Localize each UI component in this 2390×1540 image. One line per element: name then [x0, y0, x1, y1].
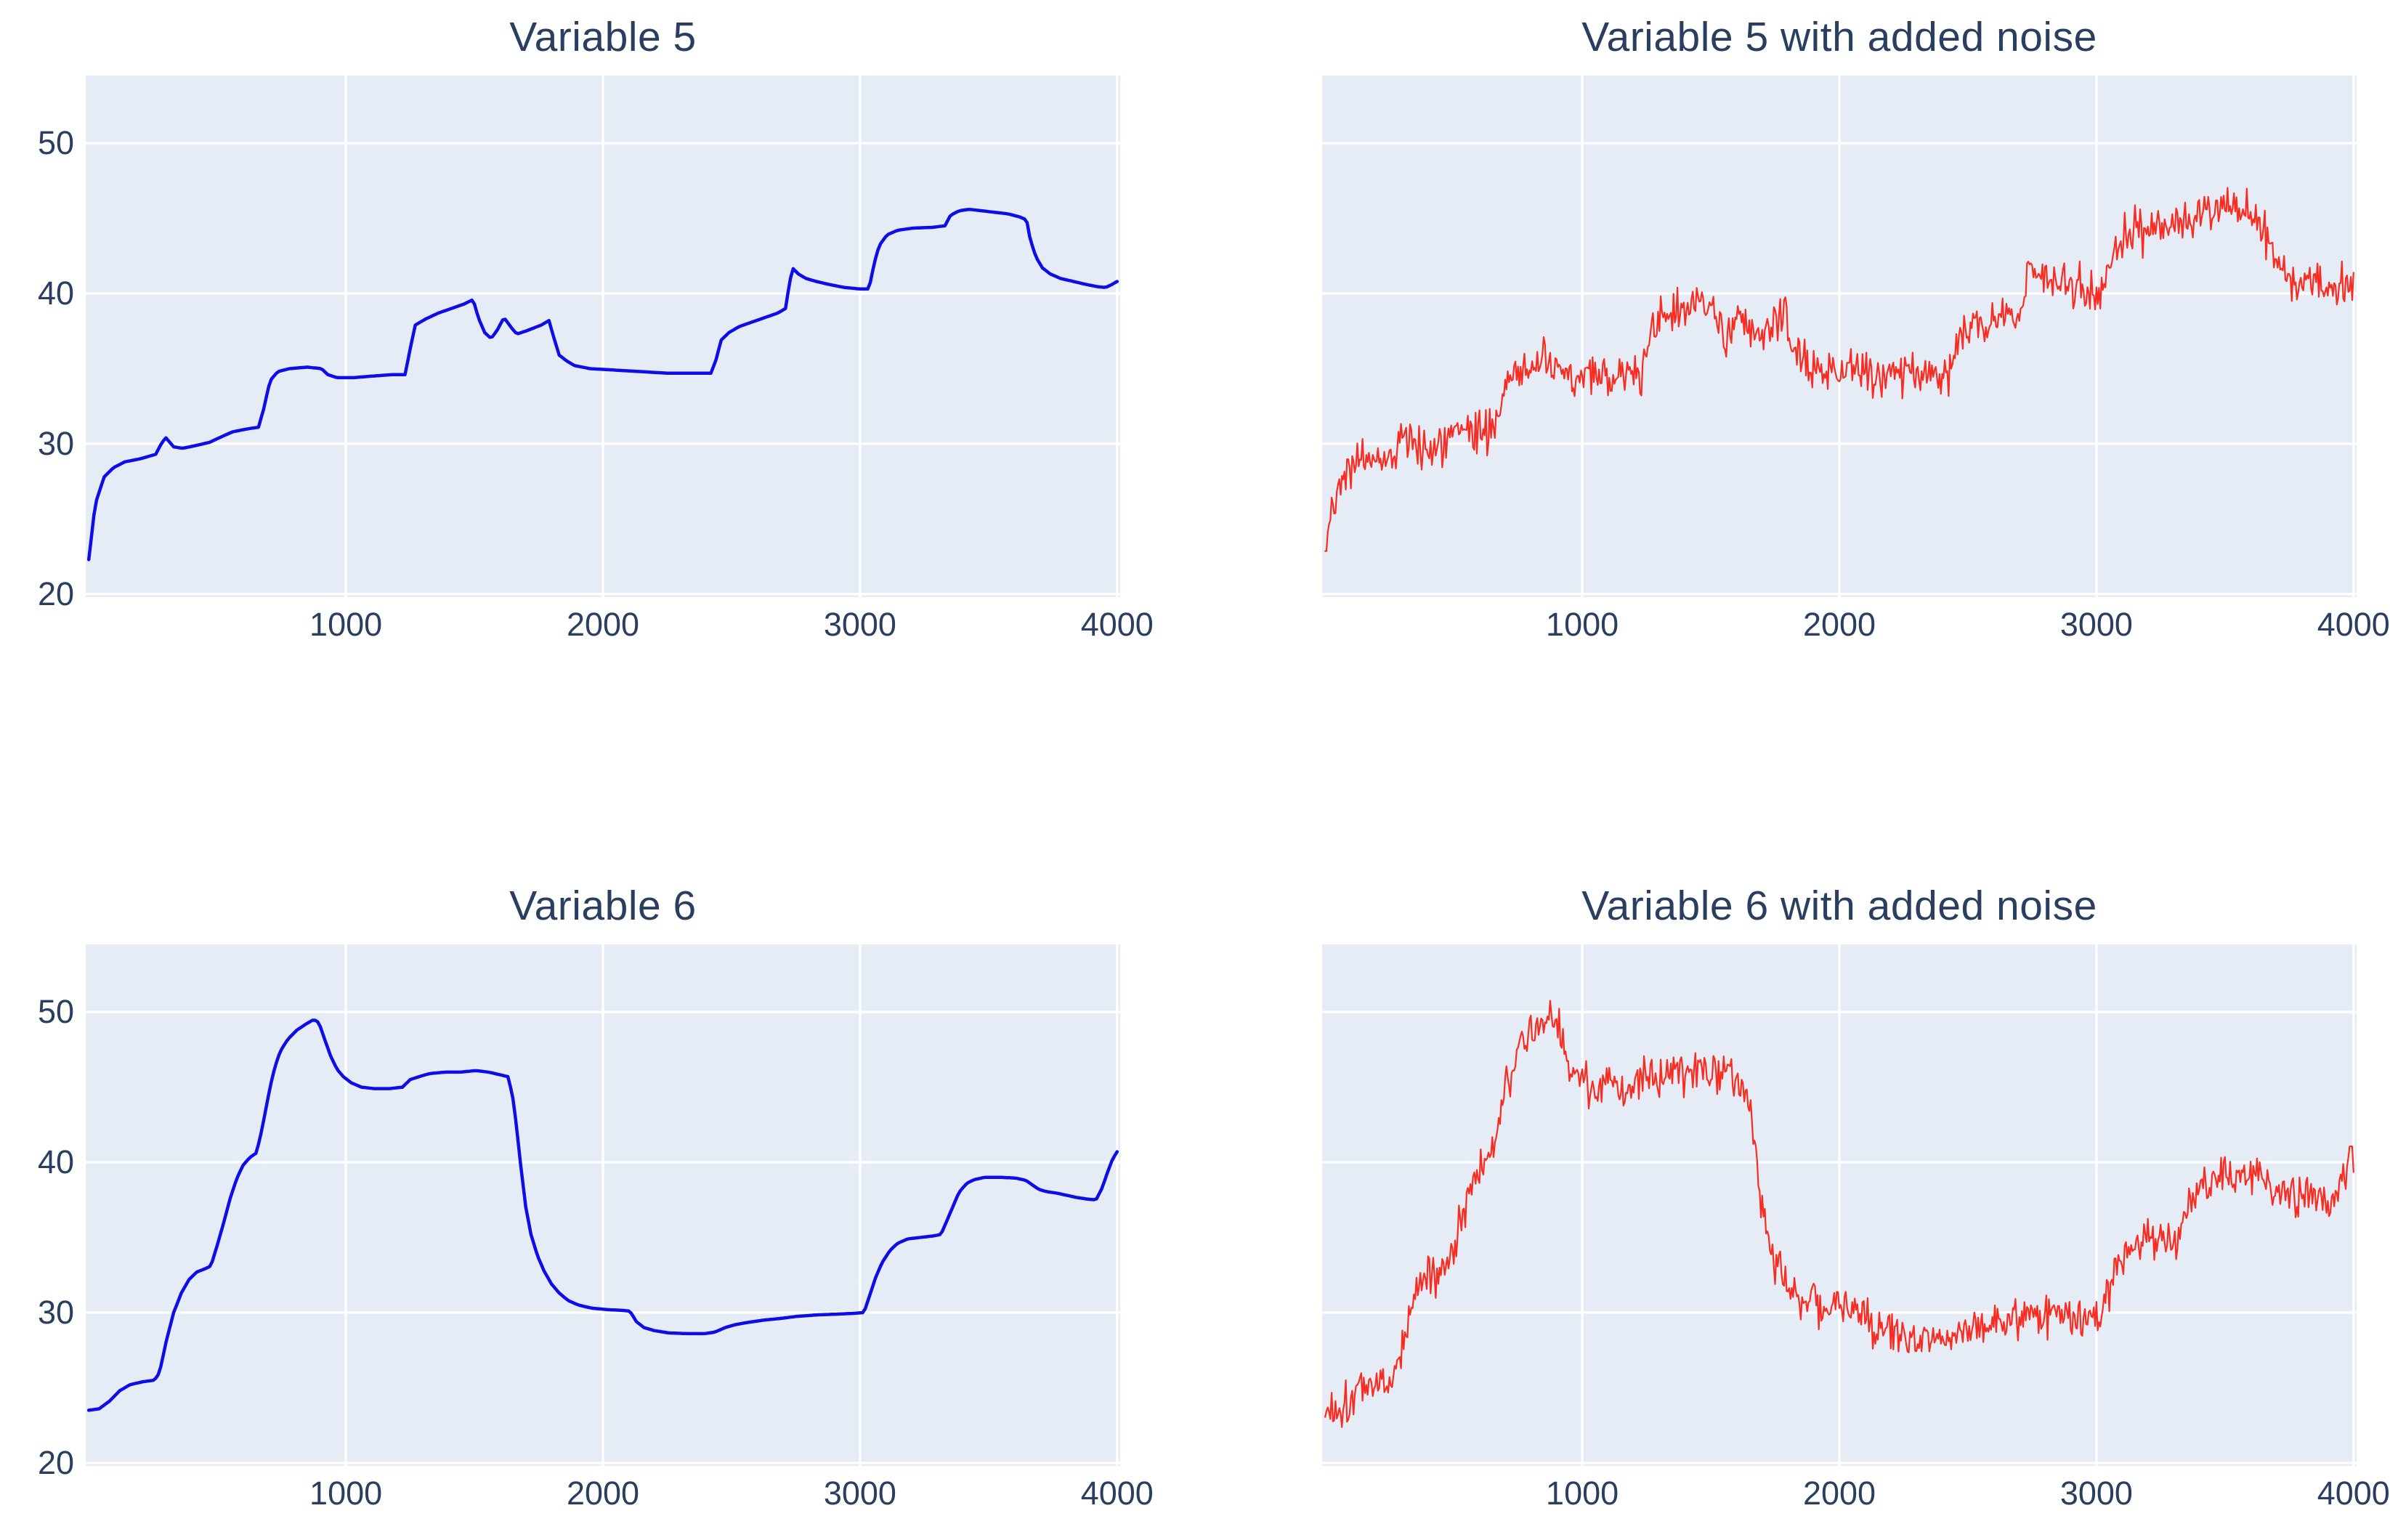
x-tick-label: 3000	[823, 1475, 896, 1512]
y-tick-label: 30	[37, 424, 74, 462]
y-tick-label: 40	[37, 1143, 74, 1181]
chart-title: Variable 6 with added noise	[1581, 883, 2097, 929]
x-tick-label: 2000	[566, 1475, 640, 1512]
x-tick-label: 3000	[823, 606, 896, 643]
line-plot[interactable]	[86, 944, 1120, 1466]
x-tick-label: 1000	[1546, 1475, 1619, 1512]
x-tick-label: 4000	[2317, 606, 2390, 643]
x-tick-label: 4000	[1080, 1475, 1154, 1512]
x-tick-label: 1000	[309, 606, 383, 643]
line-plot[interactable]	[1322, 944, 2357, 1466]
y-tick-label: 40	[37, 275, 74, 312]
plot-area[interactable]	[1322, 76, 2357, 597]
chart-variable-5: Variable 5 20 30 40 50 1000 2000 3000 4000	[0, 0, 1196, 671]
plot-area[interactable]	[1322, 944, 2357, 1466]
line-plot[interactable]	[1322, 76, 2357, 597]
x-tick-label: 4000	[2317, 1475, 2390, 1512]
chart-title: Variable 5	[509, 14, 697, 60]
chart-title: Variable 6	[509, 883, 697, 929]
x-tick-label: 1000	[309, 1475, 383, 1512]
plot-area[interactable]	[86, 76, 1120, 597]
x-tick-label: 2000	[1802, 1475, 1876, 1512]
x-tick-label: 3000	[2059, 1475, 2133, 1512]
x-tick-label: 1000	[1546, 606, 1619, 643]
y-tick-label: 50	[37, 993, 74, 1031]
y-tick-label: 20	[37, 575, 74, 612]
chart-variable-5-noise: Variable 5 with added noise 1000 2000 3000…	[1236, 0, 2390, 671]
x-tick-label: 4000	[1080, 606, 1154, 643]
x-tick-label: 2000	[1802, 606, 1876, 643]
x-tick-label: 2000	[566, 606, 640, 643]
plot-area[interactable]	[86, 944, 1120, 1466]
y-tick-label: 20	[37, 1443, 74, 1481]
y-tick-label: 30	[37, 1293, 74, 1331]
y-tick-label: 50	[37, 124, 74, 162]
chart-variable-6: Variable 6 20 30 40 50 1000 2000 3000 4000	[0, 869, 1196, 1540]
chart-title: Variable 5 with added noise	[1581, 14, 2097, 60]
line-plot[interactable]	[86, 76, 1120, 597]
x-tick-label: 3000	[2059, 606, 2133, 643]
chart-variable-6-noise: Variable 6 with added noise 1000 2000 3000…	[1236, 869, 2390, 1540]
